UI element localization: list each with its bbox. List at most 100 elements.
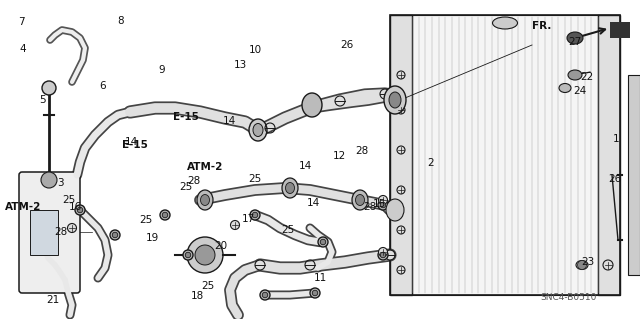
- Text: E-15: E-15: [122, 140, 147, 150]
- Text: 10: 10: [248, 45, 262, 56]
- Text: 25: 25: [63, 195, 76, 205]
- Text: 20: 20: [214, 241, 228, 251]
- Text: 25: 25: [179, 182, 193, 192]
- Circle shape: [112, 232, 118, 238]
- Circle shape: [318, 237, 328, 247]
- Text: 8: 8: [117, 16, 124, 26]
- Text: 9: 9: [159, 65, 165, 75]
- Circle shape: [185, 252, 191, 258]
- Circle shape: [252, 212, 258, 218]
- Text: 24: 24: [573, 86, 586, 96]
- Text: 7: 7: [18, 17, 24, 27]
- Bar: [30, 210, 58, 255]
- Circle shape: [42, 81, 56, 95]
- Ellipse shape: [249, 119, 267, 141]
- Circle shape: [250, 210, 260, 220]
- Circle shape: [310, 288, 320, 298]
- Text: E-15: E-15: [173, 112, 198, 122]
- Text: 17: 17: [242, 214, 255, 225]
- Text: 26: 26: [340, 40, 354, 50]
- Text: 21: 21: [46, 295, 60, 305]
- Ellipse shape: [197, 190, 213, 210]
- Text: 15: 15: [372, 199, 386, 209]
- Ellipse shape: [282, 178, 298, 198]
- Text: 25: 25: [202, 280, 215, 291]
- Circle shape: [230, 220, 239, 229]
- Ellipse shape: [567, 32, 583, 44]
- Bar: [598, 15, 620, 295]
- Circle shape: [378, 248, 387, 256]
- Circle shape: [577, 261, 586, 270]
- Circle shape: [397, 71, 405, 79]
- Ellipse shape: [568, 70, 582, 80]
- Circle shape: [262, 292, 268, 298]
- Ellipse shape: [576, 261, 588, 270]
- Text: 6: 6: [99, 81, 106, 91]
- Circle shape: [378, 196, 387, 204]
- Circle shape: [397, 106, 405, 114]
- Text: 27: 27: [568, 37, 582, 47]
- Text: 22: 22: [580, 71, 593, 82]
- Text: 28: 28: [364, 202, 377, 212]
- Text: 14: 14: [307, 197, 321, 208]
- Circle shape: [603, 260, 613, 270]
- Text: 26: 26: [608, 174, 621, 184]
- Text: 28: 28: [187, 176, 200, 186]
- FancyBboxPatch shape: [19, 172, 80, 293]
- Ellipse shape: [200, 195, 209, 205]
- Bar: [628, 75, 640, 275]
- Circle shape: [110, 230, 120, 240]
- Circle shape: [77, 207, 83, 213]
- Ellipse shape: [559, 84, 571, 93]
- Text: 23: 23: [581, 256, 595, 267]
- Text: 13: 13: [234, 60, 247, 70]
- Circle shape: [41, 172, 57, 188]
- Text: 25: 25: [282, 225, 295, 235]
- Ellipse shape: [386, 199, 404, 221]
- Circle shape: [380, 202, 386, 208]
- Text: 1: 1: [613, 134, 620, 144]
- Text: 14: 14: [125, 137, 138, 147]
- Ellipse shape: [384, 86, 406, 114]
- Text: 28: 28: [355, 145, 369, 156]
- Text: FR.: FR.: [532, 20, 552, 31]
- Ellipse shape: [493, 17, 518, 29]
- Circle shape: [312, 290, 317, 296]
- Circle shape: [397, 266, 405, 274]
- Ellipse shape: [389, 92, 401, 108]
- Text: 25: 25: [140, 215, 153, 225]
- Text: ATM-2: ATM-2: [187, 161, 223, 172]
- Text: 2: 2: [428, 158, 434, 168]
- Circle shape: [378, 200, 388, 210]
- Text: 19: 19: [146, 233, 159, 243]
- Circle shape: [260, 290, 270, 300]
- Text: ATM-2: ATM-2: [5, 202, 42, 212]
- Text: 4: 4: [19, 44, 26, 55]
- Text: SNC4-B0510: SNC4-B0510: [540, 293, 596, 302]
- Circle shape: [380, 252, 386, 258]
- Text: 25: 25: [248, 174, 262, 184]
- Circle shape: [160, 210, 170, 220]
- Ellipse shape: [355, 195, 365, 205]
- Circle shape: [183, 250, 193, 260]
- Circle shape: [195, 245, 215, 265]
- Circle shape: [187, 237, 223, 273]
- Circle shape: [397, 226, 405, 234]
- Ellipse shape: [253, 123, 263, 137]
- Circle shape: [67, 224, 77, 233]
- Text: 5: 5: [40, 95, 46, 106]
- Ellipse shape: [302, 93, 322, 117]
- Circle shape: [378, 250, 388, 260]
- Circle shape: [320, 239, 326, 245]
- Text: 14: 14: [299, 161, 312, 171]
- Bar: [412, 15, 598, 295]
- Bar: [390, 15, 620, 295]
- Text: 16: 16: [69, 202, 83, 212]
- Circle shape: [397, 186, 405, 194]
- Text: 11: 11: [314, 272, 327, 283]
- Text: 3: 3: [58, 178, 64, 189]
- Circle shape: [397, 146, 405, 154]
- Text: 12: 12: [333, 151, 346, 161]
- Text: 14: 14: [223, 116, 236, 126]
- Text: 18: 18: [191, 291, 204, 301]
